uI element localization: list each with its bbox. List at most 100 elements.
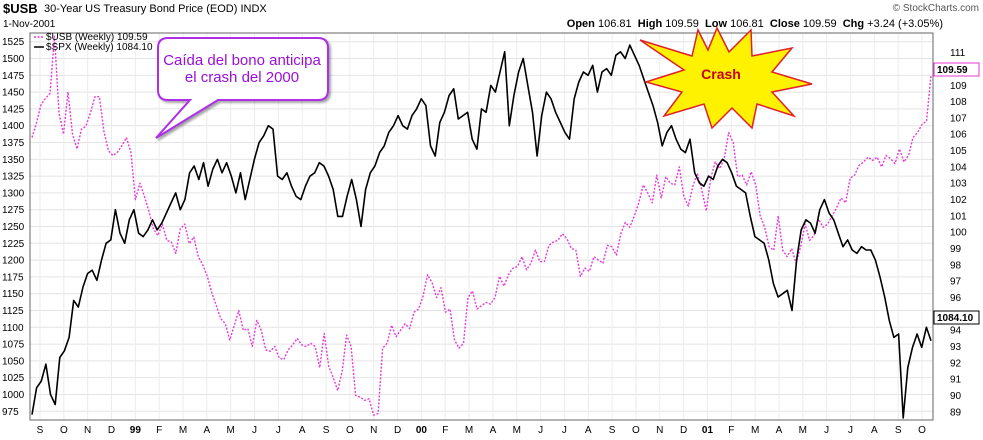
x-tick-label: D: [108, 425, 115, 436]
left-tick-label: 1250: [2, 222, 25, 233]
x-tick-label: J: [252, 425, 257, 436]
right-tick-label: 97: [950, 277, 962, 288]
left-tick-label: 1400: [2, 121, 25, 132]
right-tick-label: 107: [950, 113, 967, 124]
left-axis: 975 1000 1025 1050 1075 1100 1125 1150 1175 1200 1…: [2, 37, 25, 418]
callout-text: Caída del bono anticipa el crash del 200…: [163, 52, 321, 86]
x-tick-label: S: [609, 425, 616, 436]
x-tick-label: M: [513, 425, 521, 436]
x-tick-label: S: [323, 425, 330, 436]
left-tick-label: 1525: [2, 37, 25, 48]
x-tick-label: M: [751, 425, 759, 436]
low-label: Low: [705, 18, 728, 30]
high-value: 109.59: [665, 18, 699, 30]
x-tick-label: A: [299, 425, 306, 436]
x-tick-label: M: [227, 425, 235, 436]
plot-frame: [29, 32, 934, 421]
legend-usb-label: $USB (Weekly) 109.59: [46, 32, 148, 43]
right-tick-label: 96: [950, 293, 962, 304]
spx-last-tag: 1084.10: [933, 310, 980, 325]
open-label: Open: [566, 18, 595, 30]
x-tick-label: A: [585, 425, 592, 436]
right-tick-label: 111: [950, 48, 966, 59]
x-tick-label: M: [465, 425, 473, 436]
right-tick-label: 109: [950, 81, 967, 92]
close-label: Close: [769, 18, 800, 30]
x-tick-label: J: [848, 425, 853, 436]
x-tick-label: O: [918, 425, 926, 436]
x-tick-label: N: [656, 425, 663, 436]
left-tick-label: 1200: [2, 256, 25, 267]
right-tick-label: 93: [950, 342, 962, 353]
right-axis: 8990919293949596979899100101102103104105…: [950, 48, 967, 418]
x-tick-label: A: [871, 425, 878, 436]
x-tick-label: N: [370, 425, 377, 436]
x-tick-label: 01: [702, 425, 714, 436]
x-tick-label: F: [442, 425, 448, 436]
right-tick-label: 106: [950, 130, 967, 141]
right-tick-label: 89: [950, 407, 962, 418]
left-tick-label: 1500: [2, 54, 25, 65]
x-tick-label: D: [680, 425, 687, 436]
x-tick-label: J: [538, 425, 543, 436]
left-tick-label: 1475: [2, 71, 25, 82]
right-tick-label: 99: [950, 244, 962, 255]
left-tick-label: 975: [2, 407, 19, 418]
left-tick-label: 1300: [2, 188, 25, 199]
chart-date: 1-Nov-2001: [3, 19, 56, 30]
left-tick-label: 1375: [2, 138, 25, 149]
series-lines: [31, 35, 932, 419]
left-tick-label: 1450: [2, 88, 25, 99]
usb-last-value: 109.59: [937, 65, 968, 76]
x-tick-label: 00: [416, 425, 428, 436]
left-tick-label: 1175: [2, 272, 24, 283]
x-tick-label: A: [776, 425, 783, 436]
right-tick-label: 90: [950, 391, 962, 402]
right-tick-label: 100: [950, 228, 967, 239]
high-label: High: [637, 18, 663, 30]
right-tick-label: 105: [950, 146, 967, 157]
x-tick-label: S: [895, 425, 902, 436]
crash-text: Crash: [701, 66, 741, 82]
x-tick-label: O: [346, 425, 354, 436]
x-tick-label: O: [60, 425, 68, 436]
left-tick-label: 1000: [2, 390, 25, 401]
chg-value: +3.24 (+3.05%): [867, 18, 943, 30]
x-tick-label: J: [276, 425, 281, 436]
x-tick-label: F: [156, 425, 162, 436]
chart-symbol: $USB: [3, 1, 38, 16]
left-tick-label: 1100: [2, 323, 24, 334]
chart-title: 30-Year US Treasury Bond Price (EOD) IND…: [44, 3, 267, 15]
left-tick-label: 1075: [2, 340, 25, 351]
left-tick-label: 1275: [2, 205, 25, 216]
right-tick-label: 104: [950, 162, 967, 173]
left-tick-label: 1225: [2, 239, 25, 250]
x-tick-label: A: [204, 425, 211, 436]
right-tick-label: 102: [950, 195, 967, 206]
right-tick-label: 103: [950, 179, 967, 190]
usb-series-line: [31, 35, 932, 416]
chg-label: Chg: [842, 18, 865, 30]
left-tick-label: 1125: [2, 306, 24, 317]
x-tick-label: J: [562, 425, 567, 436]
close-value: 109.59: [802, 18, 837, 30]
right-tick-label: 108: [950, 97, 967, 108]
right-tick-label: 98: [950, 260, 962, 271]
right-tick-label: 101: [950, 211, 967, 222]
x-tick-label: M: [179, 425, 187, 436]
left-tick-label: 1425: [2, 104, 25, 115]
right-tick-label: 91: [950, 375, 962, 386]
legend-spx-label: $SPX (Weekly) 1084.10: [46, 42, 153, 53]
x-tick-label: D: [394, 425, 401, 436]
left-tick-label: 1050: [2, 356, 25, 367]
left-tick-label: 1025: [2, 373, 25, 384]
spx-series-line: [31, 44, 932, 419]
x-tick-label: 99: [130, 425, 142, 436]
open-value: 106.81: [597, 18, 632, 30]
stockcharts-credit: © StockCharts.com: [892, 3, 979, 14]
crash-starburst: [639, 26, 813, 130]
right-tick-label: 92: [950, 358, 962, 369]
x-tick-label: F: [728, 425, 734, 436]
